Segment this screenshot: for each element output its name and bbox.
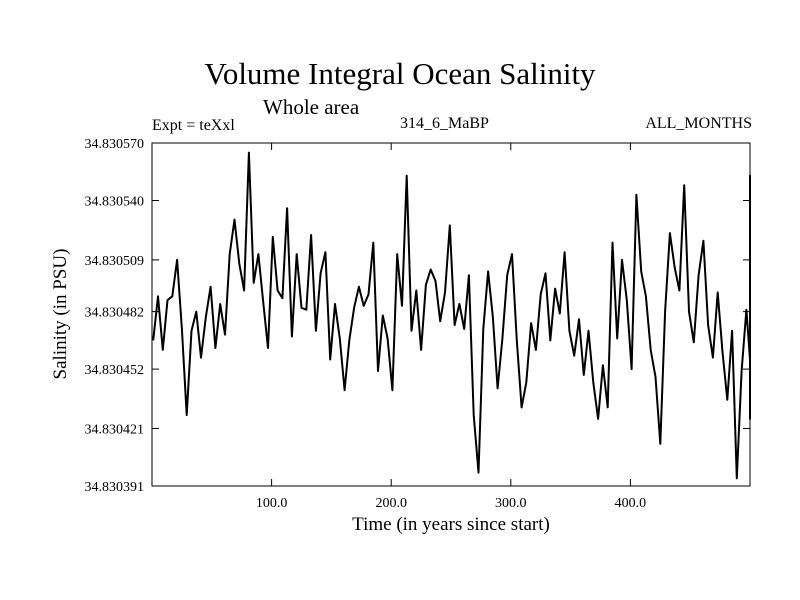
y-tick-label: 34.830570 xyxy=(85,137,145,152)
salinity-series-line xyxy=(152,151,751,480)
x-axis: 100.0 200.0 300.0 400.0 xyxy=(256,143,646,511)
y-tick-label: 34.830482 xyxy=(85,306,145,321)
y-axis-title: Salinity (in PSU) xyxy=(50,249,71,380)
months-label: ALL_MONTHS xyxy=(645,115,752,132)
x-tick-label: 100.0 xyxy=(256,496,288,511)
y-tick-label: 34.830540 xyxy=(85,194,145,209)
x-tick-label: 400.0 xyxy=(615,496,647,511)
y-axis: 34.830391 34.830421 34.830452 34.830482 34.8… xyxy=(85,137,750,495)
y-tick-label: 34.830421 xyxy=(85,423,145,438)
run-label: 314_6_MaBP xyxy=(400,115,489,132)
plot-frame xyxy=(151,142,751,487)
x-axis-title: Time (in years since start) xyxy=(352,514,550,535)
y-tick-label: 34.830509 xyxy=(85,254,145,269)
x-tick-label: 200.0 xyxy=(375,496,407,511)
y-tick-label: 34.830452 xyxy=(85,363,145,378)
y-tick-label: 34.830391 xyxy=(85,480,145,495)
chart-subtitle: Whole area xyxy=(263,95,360,119)
x-tick-label: 300.0 xyxy=(495,496,527,511)
chart-title: Volume Integral Ocean Salinity xyxy=(204,56,596,91)
experiment-label: Expt = teXxl xyxy=(152,117,235,134)
